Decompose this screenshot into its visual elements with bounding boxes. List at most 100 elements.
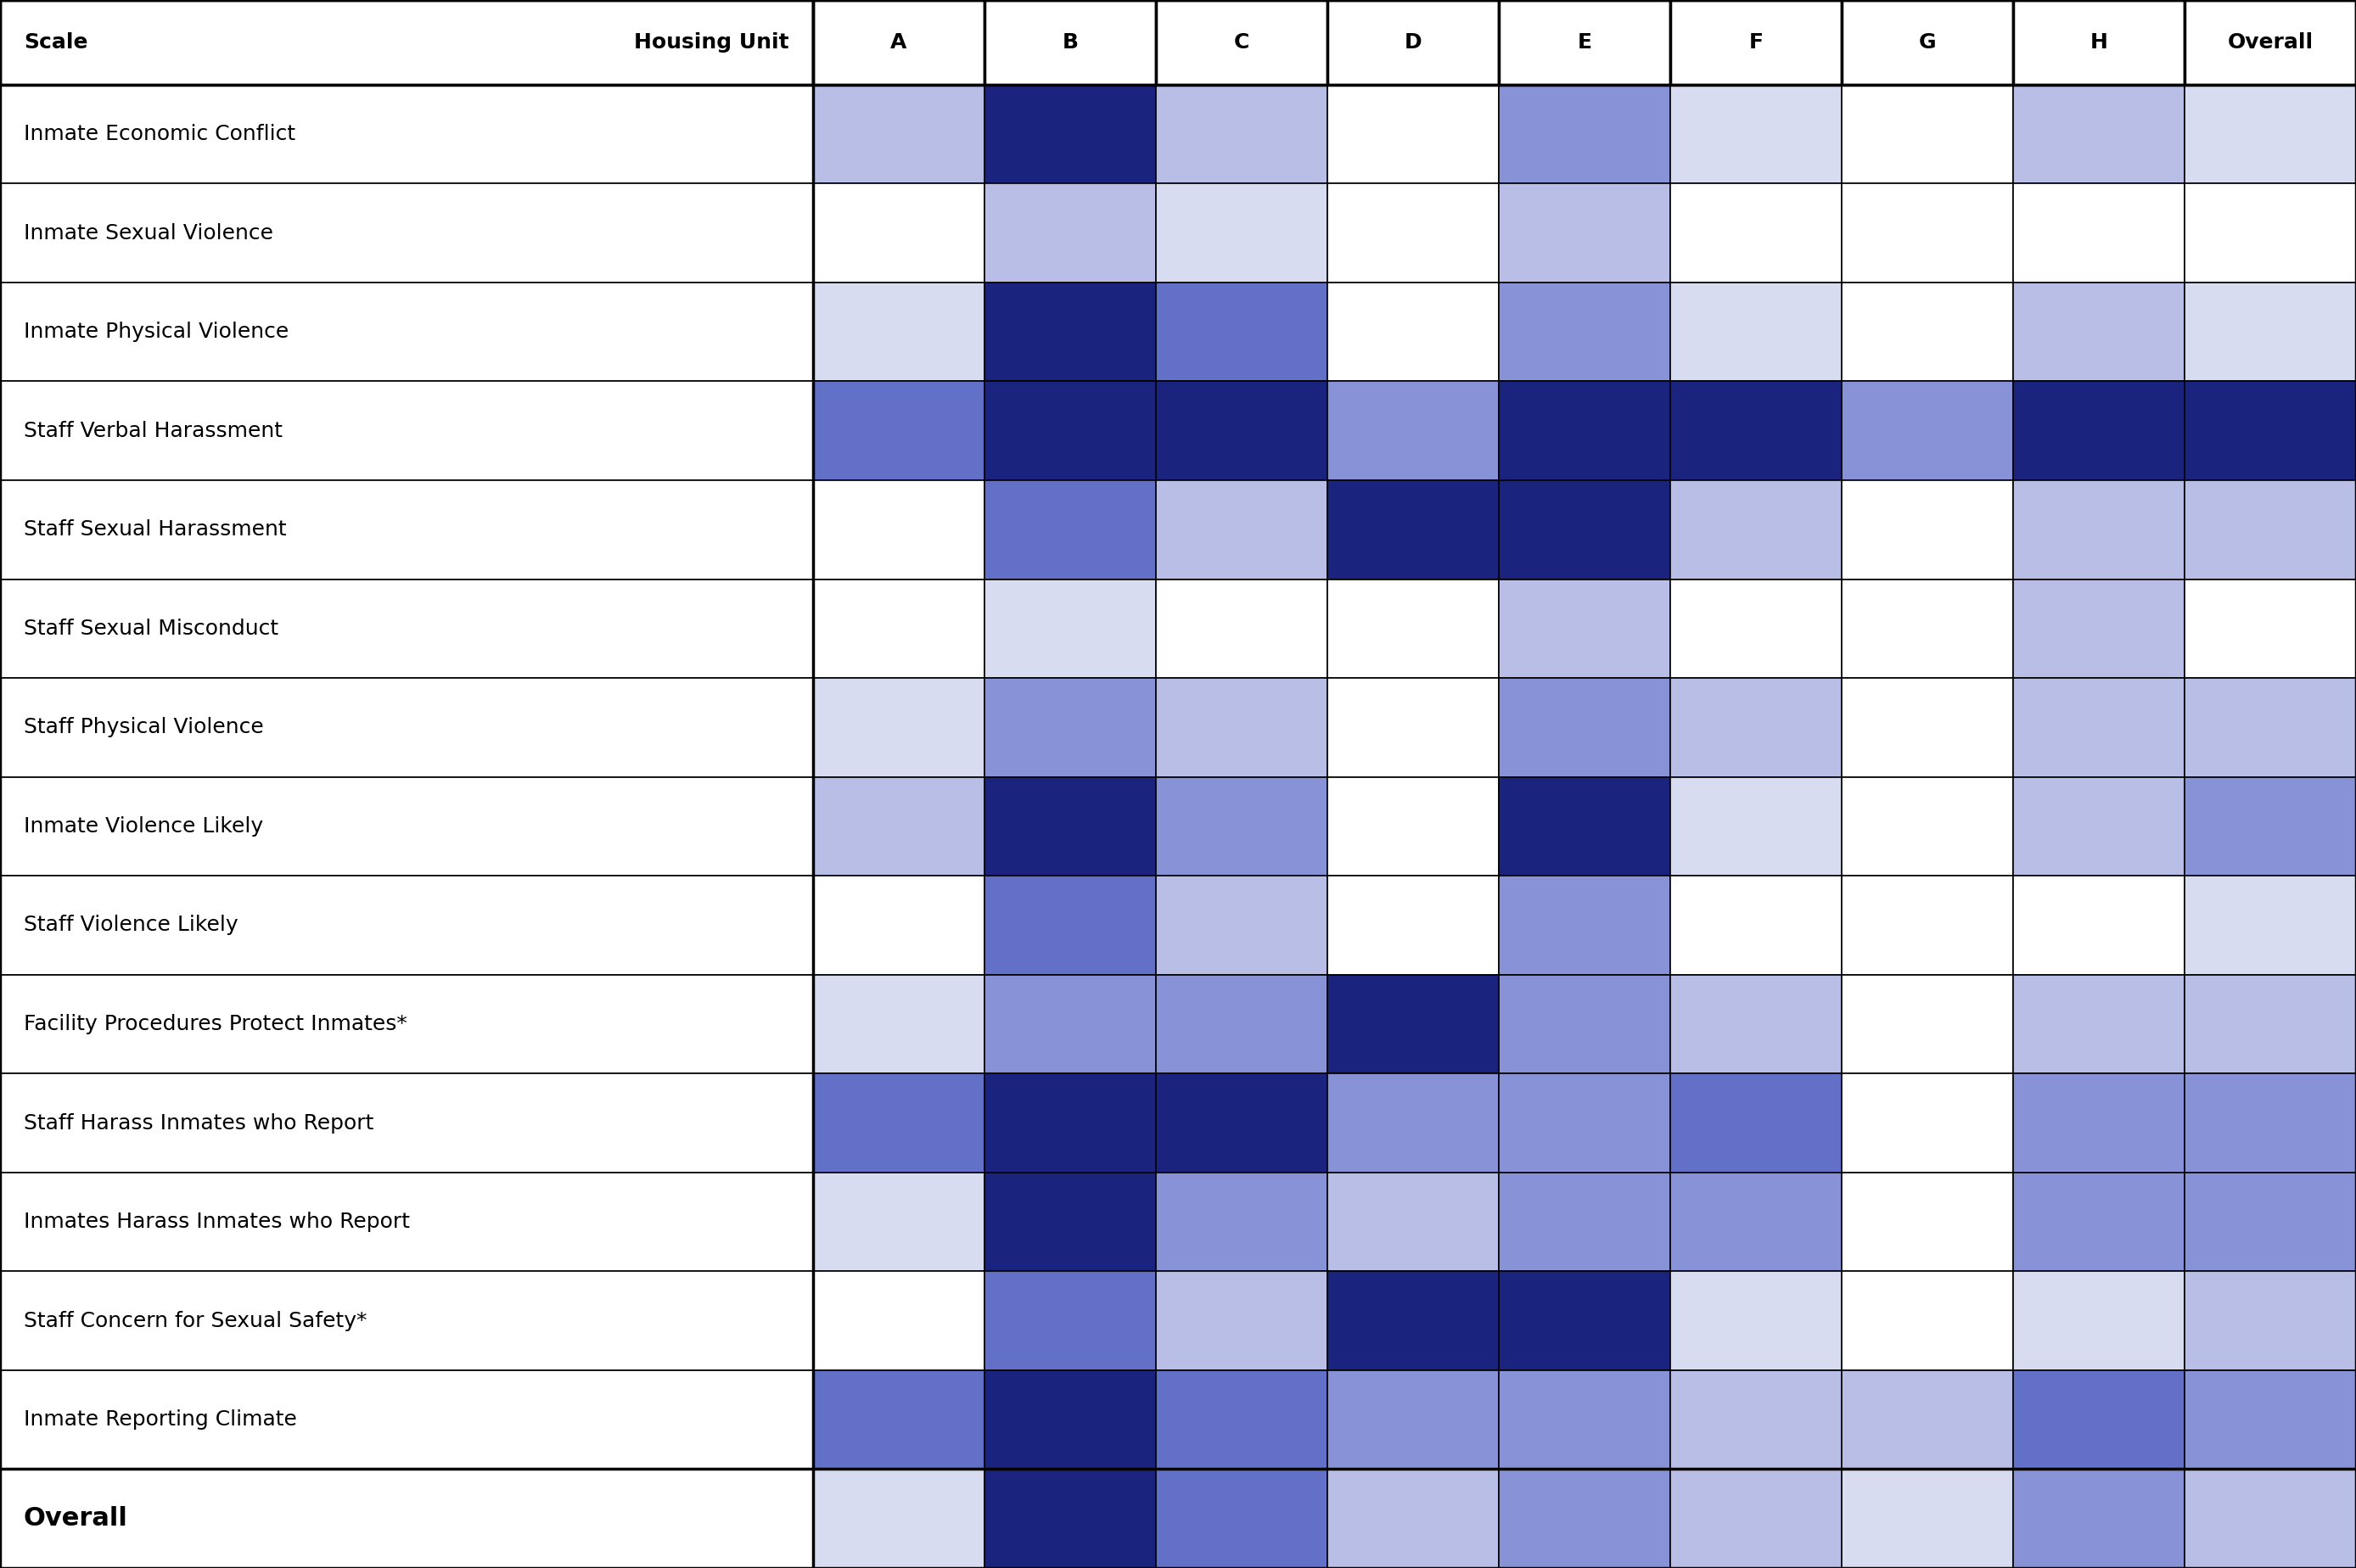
Bar bbox=[1842, 677, 2012, 776]
Bar bbox=[1498, 877, 1670, 975]
Bar bbox=[1670, 282, 1842, 381]
Bar bbox=[1157, 1370, 1326, 1469]
Bar bbox=[813, 0, 985, 85]
Bar bbox=[1842, 381, 2012, 480]
Bar bbox=[1326, 1074, 1498, 1173]
Bar bbox=[985, 381, 1157, 480]
Bar bbox=[985, 677, 1157, 776]
Bar bbox=[1326, 85, 1498, 183]
Bar bbox=[2184, 1272, 2356, 1370]
Bar bbox=[1326, 579, 1498, 677]
Text: B: B bbox=[1063, 33, 1079, 52]
Bar bbox=[2184, 1074, 2356, 1173]
Bar bbox=[813, 1469, 985, 1568]
Bar bbox=[0, 1370, 813, 1469]
Bar bbox=[0, 579, 813, 677]
Text: Inmate Sexual Violence: Inmate Sexual Violence bbox=[24, 223, 273, 243]
Bar bbox=[2012, 975, 2184, 1074]
Bar bbox=[813, 282, 985, 381]
Bar bbox=[813, 677, 985, 776]
Bar bbox=[1842, 85, 2012, 183]
Bar bbox=[2184, 183, 2356, 282]
Bar bbox=[2012, 776, 2184, 877]
Bar bbox=[1157, 1074, 1326, 1173]
Bar bbox=[1670, 381, 1842, 480]
Bar bbox=[2184, 85, 2356, 183]
Bar bbox=[1670, 677, 1842, 776]
Bar bbox=[2012, 1469, 2184, 1568]
Bar bbox=[1326, 1272, 1498, 1370]
Bar bbox=[1157, 1272, 1326, 1370]
Bar bbox=[985, 0, 1157, 85]
Bar bbox=[2012, 183, 2184, 282]
Bar bbox=[1157, 975, 1326, 1074]
Bar bbox=[2012, 1074, 2184, 1173]
Bar bbox=[2184, 975, 2356, 1074]
Bar bbox=[985, 480, 1157, 579]
Bar bbox=[2184, 1370, 2356, 1469]
Bar bbox=[1842, 1173, 2012, 1272]
Bar bbox=[1670, 1074, 1842, 1173]
Bar bbox=[2012, 85, 2184, 183]
Bar bbox=[1498, 975, 1670, 1074]
Bar bbox=[1842, 877, 2012, 975]
Bar bbox=[813, 877, 985, 975]
Bar bbox=[985, 776, 1157, 877]
Bar bbox=[1842, 282, 2012, 381]
Bar bbox=[813, 579, 985, 677]
Bar bbox=[2012, 877, 2184, 975]
Bar bbox=[2184, 877, 2356, 975]
Bar bbox=[1498, 183, 1670, 282]
Bar bbox=[1842, 776, 2012, 877]
Bar bbox=[813, 975, 985, 1074]
Bar bbox=[985, 1074, 1157, 1173]
Bar bbox=[1670, 1173, 1842, 1272]
Bar bbox=[1670, 183, 1842, 282]
Text: G: G bbox=[1918, 33, 1937, 52]
Bar bbox=[1157, 776, 1326, 877]
Bar bbox=[1157, 183, 1326, 282]
Text: Staff Harass Inmates who Report: Staff Harass Inmates who Report bbox=[24, 1113, 375, 1134]
Text: Inmate Economic Conflict: Inmate Economic Conflict bbox=[24, 124, 294, 144]
Bar bbox=[1670, 480, 1842, 579]
Bar bbox=[1326, 1370, 1498, 1469]
Bar bbox=[2184, 677, 2356, 776]
Text: Staff Sexual Misconduct: Staff Sexual Misconduct bbox=[24, 618, 278, 638]
Bar bbox=[813, 1173, 985, 1272]
Text: Overall: Overall bbox=[2226, 33, 2314, 52]
Bar bbox=[813, 381, 985, 480]
Bar bbox=[1670, 776, 1842, 877]
Bar bbox=[1498, 1370, 1670, 1469]
Bar bbox=[813, 1074, 985, 1173]
Bar bbox=[813, 1370, 985, 1469]
Bar bbox=[2012, 381, 2184, 480]
Bar bbox=[0, 975, 813, 1074]
Bar bbox=[985, 579, 1157, 677]
Bar bbox=[1157, 1173, 1326, 1272]
Bar bbox=[813, 480, 985, 579]
Text: Inmate Reporting Climate: Inmate Reporting Climate bbox=[24, 1410, 297, 1430]
Bar bbox=[1670, 1272, 1842, 1370]
Bar bbox=[1157, 85, 1326, 183]
Text: Staff Sexual Harassment: Staff Sexual Harassment bbox=[24, 519, 287, 539]
Bar bbox=[0, 677, 813, 776]
Bar bbox=[0, 1272, 813, 1370]
Bar bbox=[2184, 776, 2356, 877]
Bar bbox=[2012, 579, 2184, 677]
Text: Inmate Physical Violence: Inmate Physical Violence bbox=[24, 321, 287, 342]
Bar bbox=[1157, 1469, 1326, 1568]
Bar bbox=[0, 1074, 813, 1173]
Bar bbox=[1670, 1469, 1842, 1568]
Bar bbox=[2012, 0, 2184, 85]
Bar bbox=[1498, 282, 1670, 381]
Bar bbox=[813, 85, 985, 183]
Bar bbox=[985, 282, 1157, 381]
Text: Staff Physical Violence: Staff Physical Violence bbox=[24, 717, 264, 737]
Bar bbox=[985, 1469, 1157, 1568]
Bar bbox=[2012, 1272, 2184, 1370]
Bar bbox=[985, 85, 1157, 183]
Bar bbox=[1498, 579, 1670, 677]
Bar bbox=[1842, 1370, 2012, 1469]
Bar bbox=[1326, 1469, 1498, 1568]
Bar bbox=[1670, 975, 1842, 1074]
